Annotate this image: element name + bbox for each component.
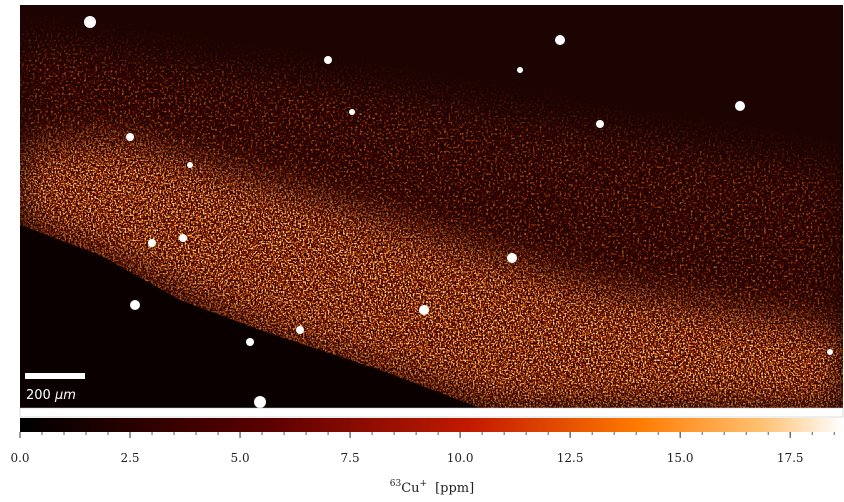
colorbar	[20, 418, 843, 432]
tick-label: 2.5	[120, 451, 139, 465]
scale-bar	[25, 373, 85, 379]
tick-label: 0.0	[10, 451, 29, 465]
colorbar-label: 63Cu+ [ppm]	[390, 479, 474, 496]
tick-label: 17.5	[777, 451, 804, 465]
tick-label: 5.0	[231, 451, 250, 465]
element: Cu	[401, 481, 419, 496]
scale-unit: μm	[54, 388, 76, 403]
scale-value: 200	[26, 388, 51, 403]
tick-label: 10.0	[447, 451, 474, 465]
tick-label: 7.5	[341, 451, 360, 465]
element-map: 200 μm	[20, 5, 843, 408]
isotope-mass: 63	[390, 479, 402, 489]
tick-label: 12.5	[557, 451, 584, 465]
charge: +	[420, 479, 428, 489]
unit: [ppm]	[435, 481, 474, 496]
scale-label: 200 μm	[26, 388, 76, 403]
tick-label: 15.0	[667, 451, 694, 465]
